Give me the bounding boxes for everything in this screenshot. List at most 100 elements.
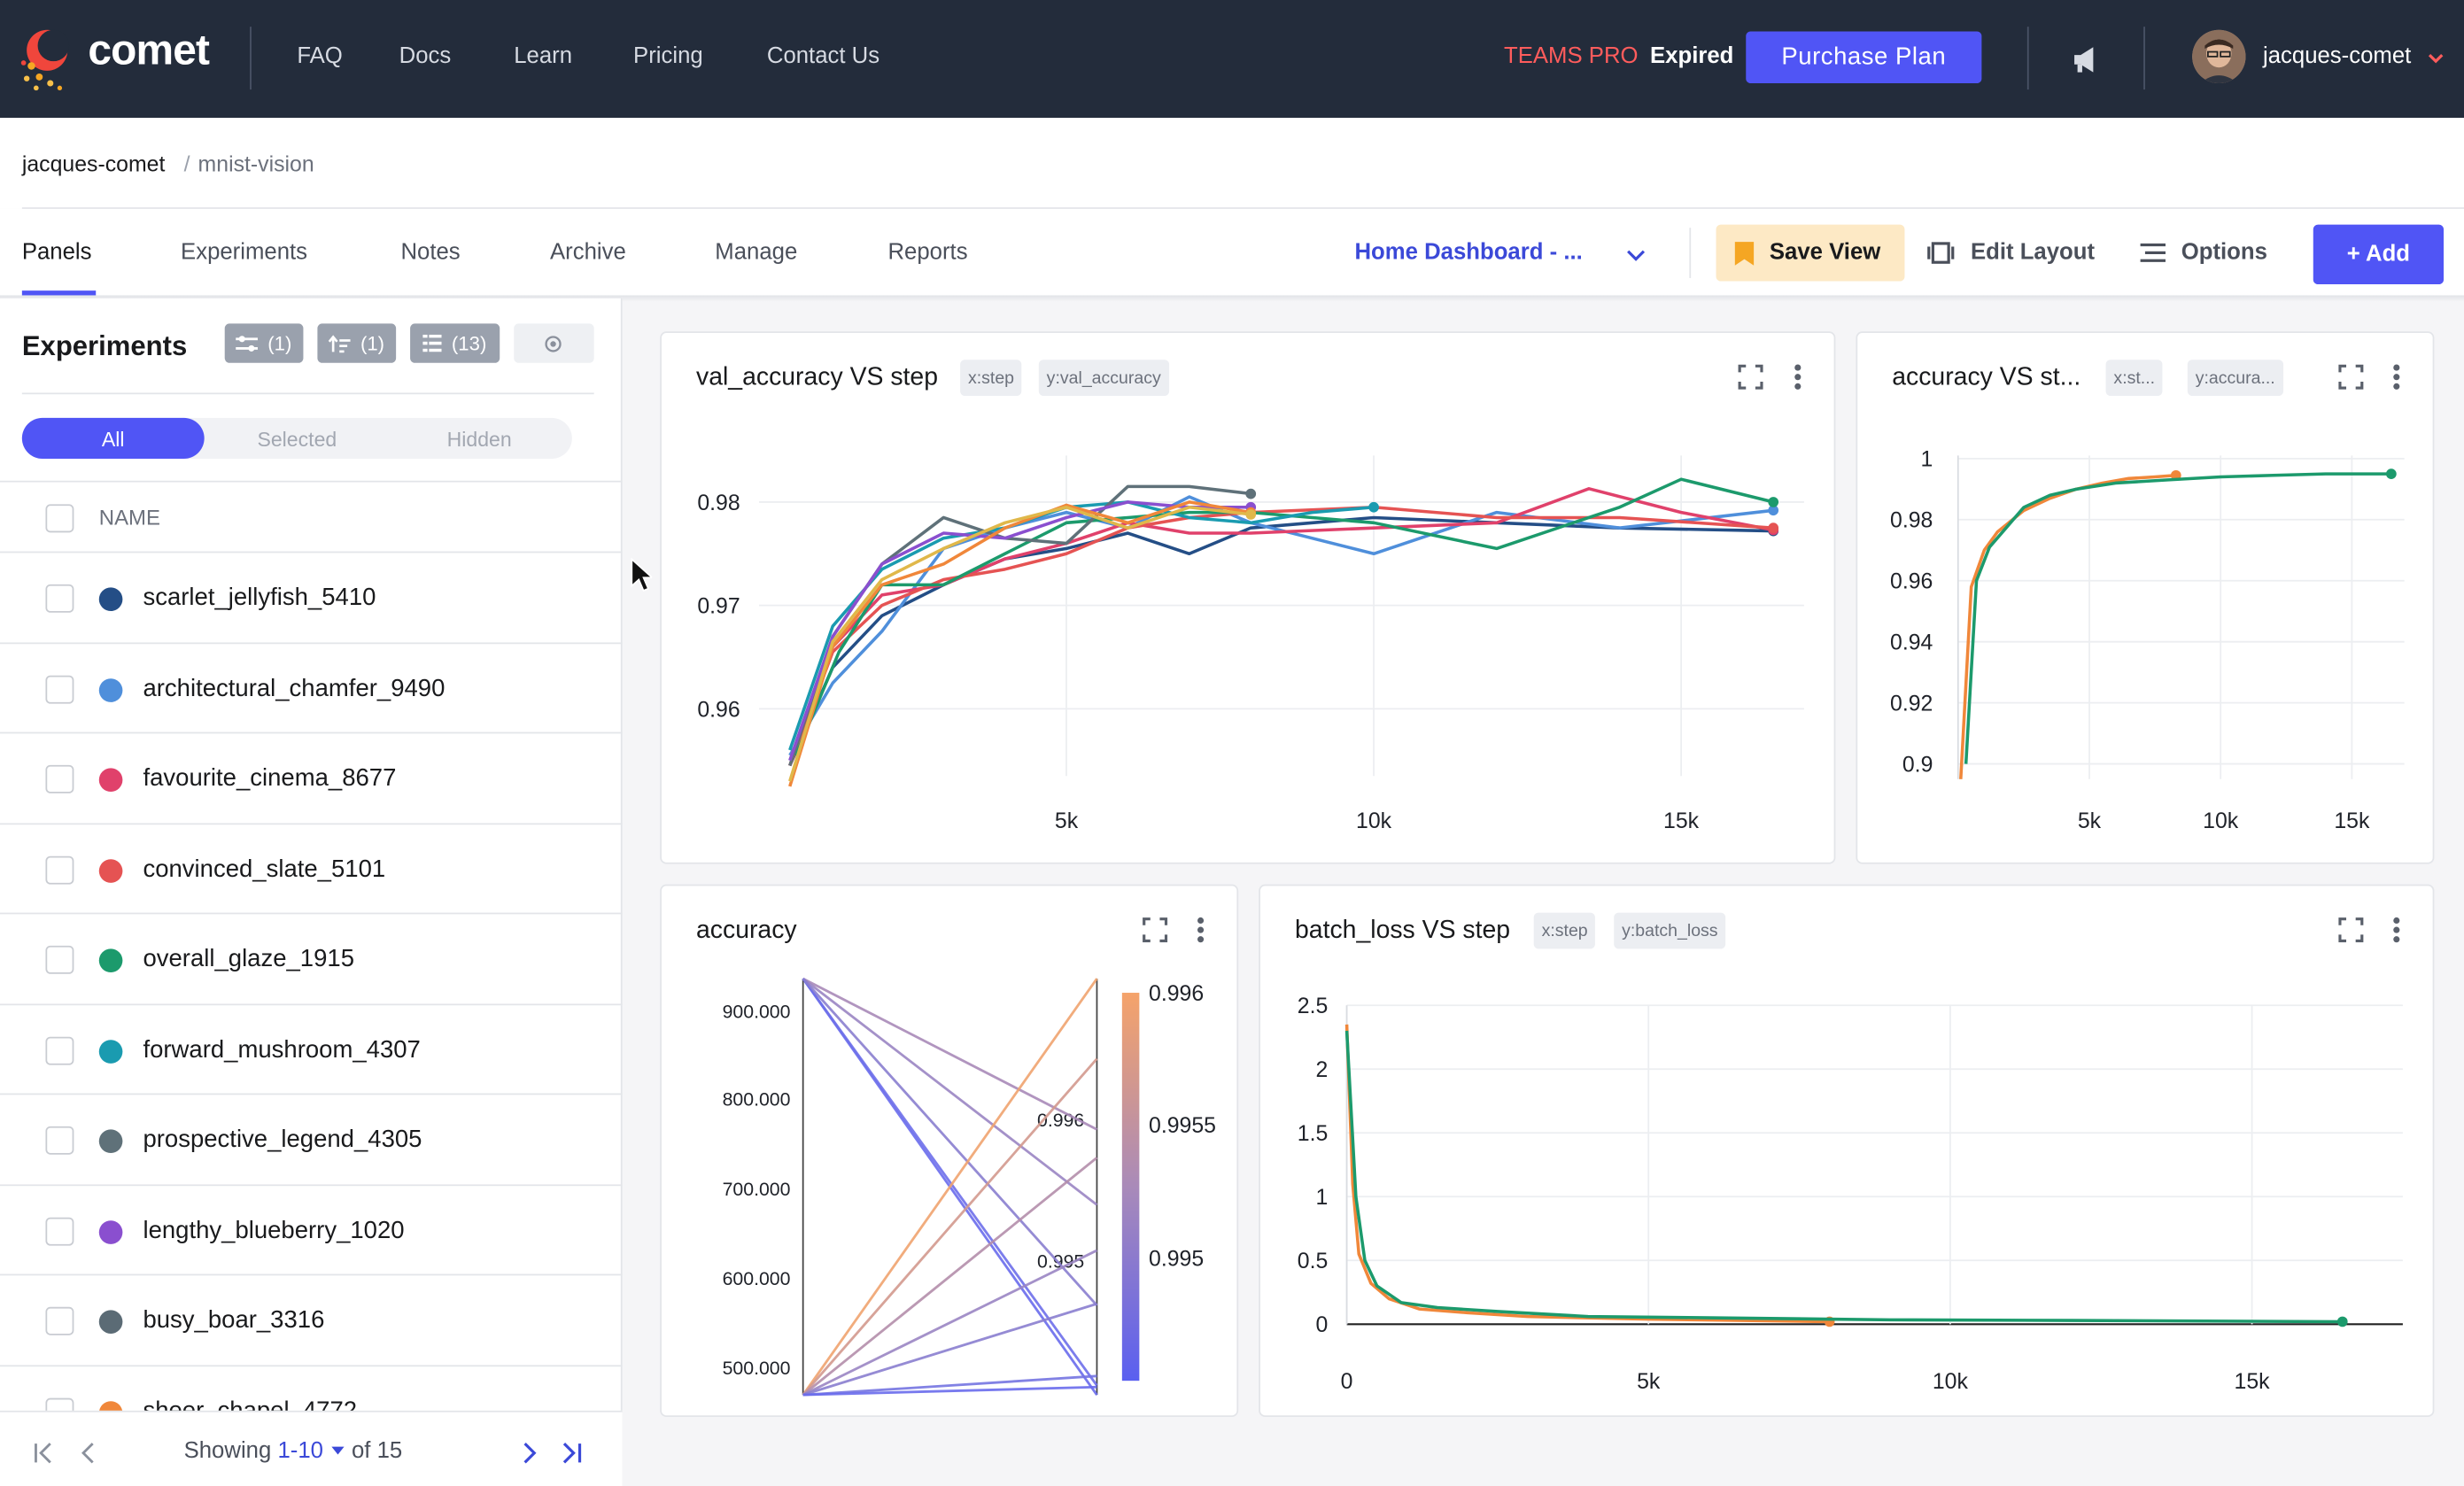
expand-icon[interactable] [1143, 917, 1168, 943]
table-header: NAME [0, 480, 623, 553]
expand-icon[interactable] [1738, 364, 1763, 390]
experiment-name[interactable]: convinced_slate_5101 [143, 855, 386, 882]
table-row[interactable]: forward_mushroom_4307 [0, 1004, 623, 1095]
table-row[interactable]: prospective_legend_4305 [0, 1095, 623, 1186]
row-checkbox[interactable] [45, 1035, 74, 1064]
tab-experiments[interactable]: Experiments [181, 240, 308, 266]
expand-icon[interactable] [2338, 364, 2364, 390]
add-button[interactable]: + Add [2313, 224, 2445, 285]
pagination-range[interactable]: 1-10 [277, 1438, 323, 1465]
view-selector[interactable]: Home Dashboard - ... [1354, 240, 1583, 266]
last-page-icon[interactable] [560, 1441, 585, 1466]
nav-divider [2143, 27, 2145, 90]
nav-link-learn[interactable]: Learn [514, 43, 573, 70]
avatar[interactable] [2192, 29, 2246, 84]
next-page-icon[interactable] [517, 1441, 542, 1466]
table-row[interactable]: busy_boar_3316 [0, 1275, 623, 1366]
colorbar-tick: 0.9955 [1149, 1114, 1216, 1138]
experiment-name[interactable]: prospective_legend_4305 [143, 1126, 422, 1153]
tab-notes[interactable]: Notes [400, 240, 461, 266]
left-axis-tick: 500.000 [723, 1358, 791, 1379]
edit-layout-icon[interactable] [1926, 240, 1955, 265]
accuracy-parallel-chart[interactable]: 900.000 800.000 700.000 600.000 500.000 0.996… [662, 886, 1240, 1418]
nav-link-docs[interactable]: Docs [399, 43, 452, 70]
table-row[interactable]: convinced_slate_5101 [0, 824, 623, 915]
parallel-line [802, 1057, 1098, 1397]
expand-icon[interactable] [2338, 917, 2364, 943]
options-button[interactable]: Options [2181, 240, 2267, 266]
columns-chip[interactable]: (13) [410, 323, 500, 363]
experiment-name[interactable]: favourite_cinema_8677 [143, 764, 397, 792]
row-checkbox[interactable] [45, 945, 74, 974]
table-row[interactable]: lengthy_blueberry_1020 [0, 1185, 623, 1276]
purchase-plan-button[interactable]: Purchase Plan [1746, 31, 1982, 84]
tab-archive[interactable]: Archive [550, 240, 626, 266]
breadcrumb-project[interactable]: mnist-vision [198, 151, 314, 176]
segment-all[interactable]: All [21, 417, 205, 459]
more-vertical-icon[interactable] [1196, 916, 1205, 944]
row-checkbox[interactable] [45, 1126, 74, 1155]
experiment-name[interactable]: lengthy_blueberry_1020 [143, 1216, 405, 1243]
table-row[interactable]: overall_glaze_1915 [0, 914, 623, 1005]
visibility-chip[interactable] [514, 323, 594, 363]
tab-panels[interactable]: Panels [21, 240, 92, 266]
edit-layout-button[interactable]: Edit Layout [1970, 240, 2096, 266]
pagination: Showing 1-10 of 15 [0, 1410, 623, 1486]
segment-hidden[interactable]: Hidden [446, 426, 512, 451]
y-tick-label: 1 [1315, 1186, 1328, 1210]
experiment-name[interactable]: architectural_chamfer_9490 [143, 674, 446, 702]
sort-count: (1) [360, 332, 385, 354]
row-checkbox[interactable] [45, 764, 74, 793]
breadcrumb-workspace[interactable]: jacques-comet [21, 151, 166, 176]
megaphone-icon[interactable] [2068, 41, 2106, 79]
mouse-cursor-icon [631, 557, 653, 592]
chevron-down-icon[interactable] [2427, 49, 2445, 67]
caret-down-icon[interactable] [329, 1442, 345, 1458]
experiment-name[interactable]: busy_boar_3316 [143, 1306, 325, 1334]
chevron-down-icon[interactable] [1625, 244, 1647, 266]
row-checkbox[interactable] [45, 584, 74, 613]
options-icon[interactable] [2139, 240, 2167, 265]
experiment-name[interactable]: scarlet_jellyfish_5410 [143, 584, 376, 612]
table-row[interactable]: favourite_cinema_8677 [0, 733, 623, 824]
experiment-color-dot [98, 858, 123, 882]
experiment-name[interactable]: forward_mushroom_4307 [143, 1035, 421, 1063]
row-checkbox[interactable] [45, 674, 74, 703]
sidebar-title: Experiments [21, 329, 188, 361]
select-all-checkbox[interactable] [45, 504, 74, 533]
nav-link-pricing[interactable]: Pricing [633, 43, 703, 70]
project-tabs: Panels Experiments Notes Archive Manage … [0, 208, 2464, 296]
row-checkbox[interactable] [45, 1306, 74, 1335]
prev-page-icon[interactable] [75, 1441, 100, 1466]
tab-reports[interactable]: Reports [887, 240, 968, 266]
panel-tag-y: y:accura... [2187, 360, 2283, 396]
more-vertical-icon[interactable] [2391, 363, 2401, 391]
table-row[interactable]: architectural_chamfer_9490 [0, 643, 623, 734]
batch-loss-chart[interactable]: 0 0.5 1 1.5 2 2.5 0 5k 10k 15k [1260, 886, 2436, 1418]
column-header-name[interactable]: NAME [98, 506, 161, 530]
panel-title: accuracy [696, 917, 797, 945]
segment-selected[interactable]: Selected [257, 426, 337, 451]
logo-text[interactable]: comet [88, 27, 210, 74]
user-name[interactable]: jacques-comet [2262, 43, 2412, 70]
more-vertical-icon[interactable] [1793, 363, 1802, 391]
experiment-name[interactable]: overall_glaze_1915 [143, 945, 354, 972]
filter-chip[interactable]: (1) [224, 323, 304, 363]
first-page-icon[interactable] [31, 1441, 56, 1466]
row-checkbox[interactable] [45, 855, 74, 884]
nav-link-contact[interactable]: Contact Us [766, 43, 880, 70]
filter-count: (1) [267, 332, 292, 354]
series-line [788, 500, 1251, 787]
table-row[interactable]: scarlet_jellyfish_5410 [0, 553, 623, 644]
sort-chip[interactable]: (1) [317, 323, 397, 363]
comet-logo-icon[interactable] [19, 19, 238, 97]
colorbar-tick: 0.996 [1149, 982, 1204, 1006]
row-checkbox[interactable] [45, 1216, 74, 1245]
nav-link-faq[interactable]: FAQ [297, 43, 343, 70]
breadcrumb-separator: / [183, 151, 190, 176]
tab-manage[interactable]: Manage [715, 240, 798, 266]
val-accuracy-chart[interactable]: 0.96 0.97 0.98 5k 10k 15k [662, 333, 1837, 865]
more-vertical-icon[interactable] [2391, 916, 2401, 944]
save-view-button[interactable]: Save View [1716, 224, 1905, 282]
